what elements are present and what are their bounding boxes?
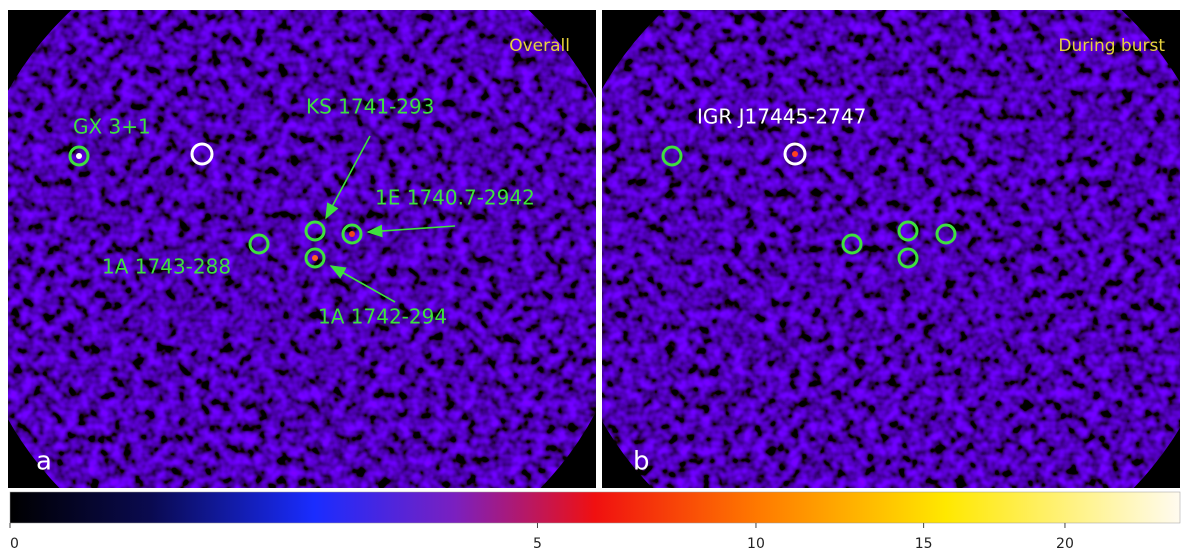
tick-label: 10	[747, 536, 765, 552]
panel-letter: b	[633, 447, 650, 477]
panel-a	[8, 10, 596, 488]
panel-b	[602, 10, 1180, 488]
source-label: 1A 1742-294	[318, 305, 447, 329]
tick-label: 5	[533, 536, 542, 552]
panel-letter: a	[36, 447, 52, 477]
source-label: 1A 1743-288	[102, 255, 231, 279]
colorbar-ticks: 0 5 10 15 20	[10, 523, 1074, 552]
figure: Overall During burst a b GX 3+1 KS 1741-…	[0, 0, 1183, 554]
panel-label: During burst	[1058, 36, 1165, 56]
tick-label: 15	[915, 536, 933, 552]
source-label: 1E 1740.7-2942	[375, 186, 535, 210]
panel-label: Overall	[509, 36, 570, 56]
source-label: GX 3+1	[73, 115, 151, 139]
colorbar	[10, 492, 1180, 523]
tick-label: 20	[1056, 536, 1074, 552]
source-label: KS 1741-293	[306, 95, 434, 119]
tick-label: 0	[10, 536, 19, 552]
source-label: IGR J17445-2747	[697, 105, 866, 129]
